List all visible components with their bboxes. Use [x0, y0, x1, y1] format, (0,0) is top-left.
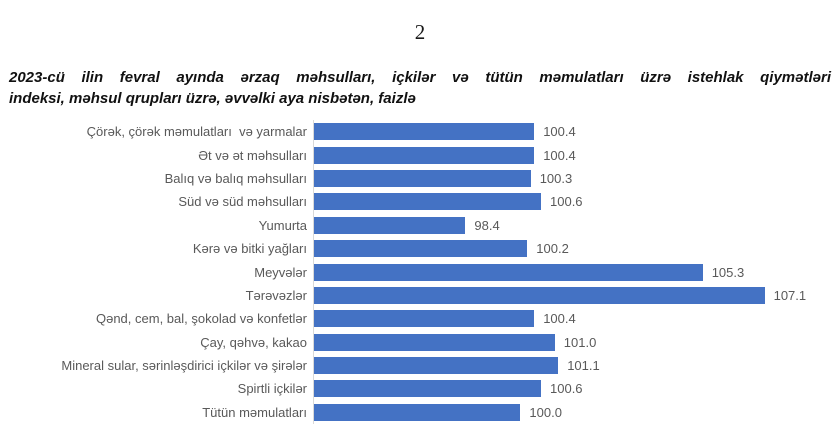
value-label: 107.1 — [773, 287, 807, 303]
chart-row: Meyvələr 105.3 — [0, 260, 840, 284]
value-label: 100.4 — [543, 124, 576, 140]
value-label: 98.4 — [474, 217, 500, 233]
category-label: Balıq və balıq məhsulları — [164, 170, 307, 186]
bar-area: 100.6 — [313, 377, 840, 401]
bar — [314, 333, 555, 351]
bar — [314, 286, 765, 304]
bar-area: 100.6 — [313, 190, 840, 214]
bar — [314, 357, 559, 375]
category-label: Çay, qəhvə, kakao — [200, 334, 307, 350]
bar-area: 100.2 — [313, 236, 840, 261]
value-label: 100.0 — [529, 404, 562, 420]
value-label: 100.3 — [539, 170, 573, 186]
category-label: Meyvələr — [254, 264, 307, 280]
bar — [314, 193, 541, 211]
chart-row: Ət və ət məhsulları 100.4 — [0, 143, 840, 167]
value-label: 100.6 — [550, 381, 583, 397]
bar-area: 100.3 — [313, 166, 840, 191]
chart-title: 2023-cü ilin fevral ayında ərzaq məhsull… — [9, 67, 831, 109]
category-label: Ət və ət məhsulları — [198, 147, 307, 163]
bar-area: 98.4 — [313, 213, 840, 237]
chart-row: Balıq və balıq məhsulları 100.3 — [0, 166, 840, 191]
bar-area: 101.1 — [313, 353, 840, 378]
chart-title-line1: 2023-cü ilin fevral ayında ərzaq məhsull… — [9, 69, 831, 86]
chart-row: Çörək, çörək məmulatları və yarmalar 100.… — [0, 120, 840, 144]
bar — [314, 123, 535, 141]
category-label: Spirtli içkilər — [237, 381, 307, 397]
bar-area: 101.0 — [313, 330, 840, 354]
chart-title-line2: indeksi, məhsul qrupları üzrə, əvvəlki a… — [9, 90, 416, 107]
chart-row: Spirtli içkilər 100.6 — [0, 377, 840, 401]
bar-area: 100.0 — [313, 400, 840, 425]
category-label: Tərəvəzlər — [245, 287, 307, 303]
bar — [314, 216, 466, 234]
value-label: 101.0 — [563, 334, 597, 350]
bar-area: 100.4 — [313, 307, 840, 331]
chart-row: Süd və süd məhsulları 100.6 — [0, 190, 840, 214]
category-label: Kərə və bitki yağları — [192, 241, 307, 257]
chart-row: Kərə və bitki yağları 100.2 — [0, 236, 840, 261]
category-label: Tütün məmulatları — [202, 404, 307, 420]
bar — [314, 169, 531, 187]
bar-area: 105.3 — [313, 260, 840, 284]
bar — [314, 263, 703, 281]
bar-area: 100.4 — [313, 120, 840, 144]
value-label: 100.6 — [550, 194, 583, 210]
value-label: 101.1 — [567, 358, 600, 374]
bar — [314, 403, 521, 421]
page-number: 2 — [414, 20, 426, 44]
value-label: 100.4 — [543, 311, 576, 327]
value-label: 100.2 — [536, 241, 569, 257]
category-label: Çörək, çörək məmulatları və yarmalar — [86, 124, 307, 140]
chart-row: Çay, qəhvə, kakao 101.0 — [0, 330, 840, 354]
bar — [314, 380, 541, 398]
value-label: 100.4 — [543, 147, 576, 163]
bar — [314, 310, 535, 328]
bar-area: 107.1 — [313, 283, 840, 308]
chart-row: Qənd, cem, bal, şokolad və konfetlər 100.… — [0, 307, 840, 331]
category-label: Mineral sular, sərinləşdirici içkilər və… — [61, 358, 307, 374]
bar-chart: Çörək, çörək məmulatları və yarmalar 100.… — [0, 120, 840, 425]
bar-area: 100.4 — [313, 143, 840, 167]
chart-row: Tütün məmulatları 100.0 — [0, 400, 840, 425]
value-label: 105.3 — [711, 264, 745, 280]
category-label: Süd və süd məhsulları — [178, 194, 307, 210]
chart-row: Yumurta 98.4 — [0, 213, 840, 237]
chart-row: Tərəvəzlər 107.1 — [0, 283, 840, 308]
bar — [314, 146, 535, 164]
bar — [314, 240, 528, 258]
chart-row: Mineral sular, sərinləşdirici içkilər və… — [0, 353, 840, 378]
category-label: Qənd, cem, bal, şokolad və konfetlər — [95, 311, 307, 327]
category-label: Yumurta — [258, 217, 307, 233]
